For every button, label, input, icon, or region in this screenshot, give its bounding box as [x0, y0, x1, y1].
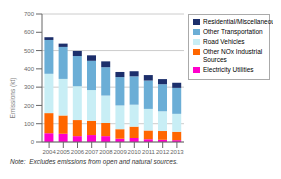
- svg-text:2005: 2005: [57, 149, 71, 155]
- svg-text:700: 700: [24, 11, 35, 17]
- html-text:Electricity Utilities: Electricity Utilities: [203, 66, 254, 73]
- svg-text:100: 100: [24, 121, 35, 127]
- svg-text:300: 300: [24, 84, 35, 90]
- svg-text:2008: 2008: [99, 149, 113, 155]
- svg-text:400: 400: [24, 66, 35, 72]
- svg-text:0: 0: [31, 139, 35, 145]
- svg-text:2004: 2004: [42, 149, 56, 155]
- html-text:Other Transportation: Other Transportation: [203, 28, 263, 35]
- html-text:Note: Excludes emissions from: Note: Excludes emissions from open and n…: [10, 158, 178, 165]
- svg-text:Emissions (kt): Emissions (kt): [9, 78, 17, 119]
- svg-text:200: 200: [24, 103, 35, 109]
- svg-text:2011: 2011: [142, 149, 156, 155]
- svg-text:2006: 2006: [71, 149, 85, 155]
- svg-text:600: 600: [24, 29, 35, 35]
- svg-text:2009: 2009: [113, 149, 127, 155]
- svg-text:500: 500: [24, 48, 35, 54]
- html-text:Road Vehicles: Road Vehicles: [203, 38, 245, 45]
- svg-text:2012: 2012: [156, 149, 170, 155]
- html-text:Other NOx Industrial Sources: Other NOx Industrial Sources: [203, 48, 263, 63]
- svg-text:2010: 2010: [128, 149, 142, 155]
- svg-text:2007: 2007: [85, 149, 99, 155]
- svg-text:2013: 2013: [170, 149, 184, 155]
